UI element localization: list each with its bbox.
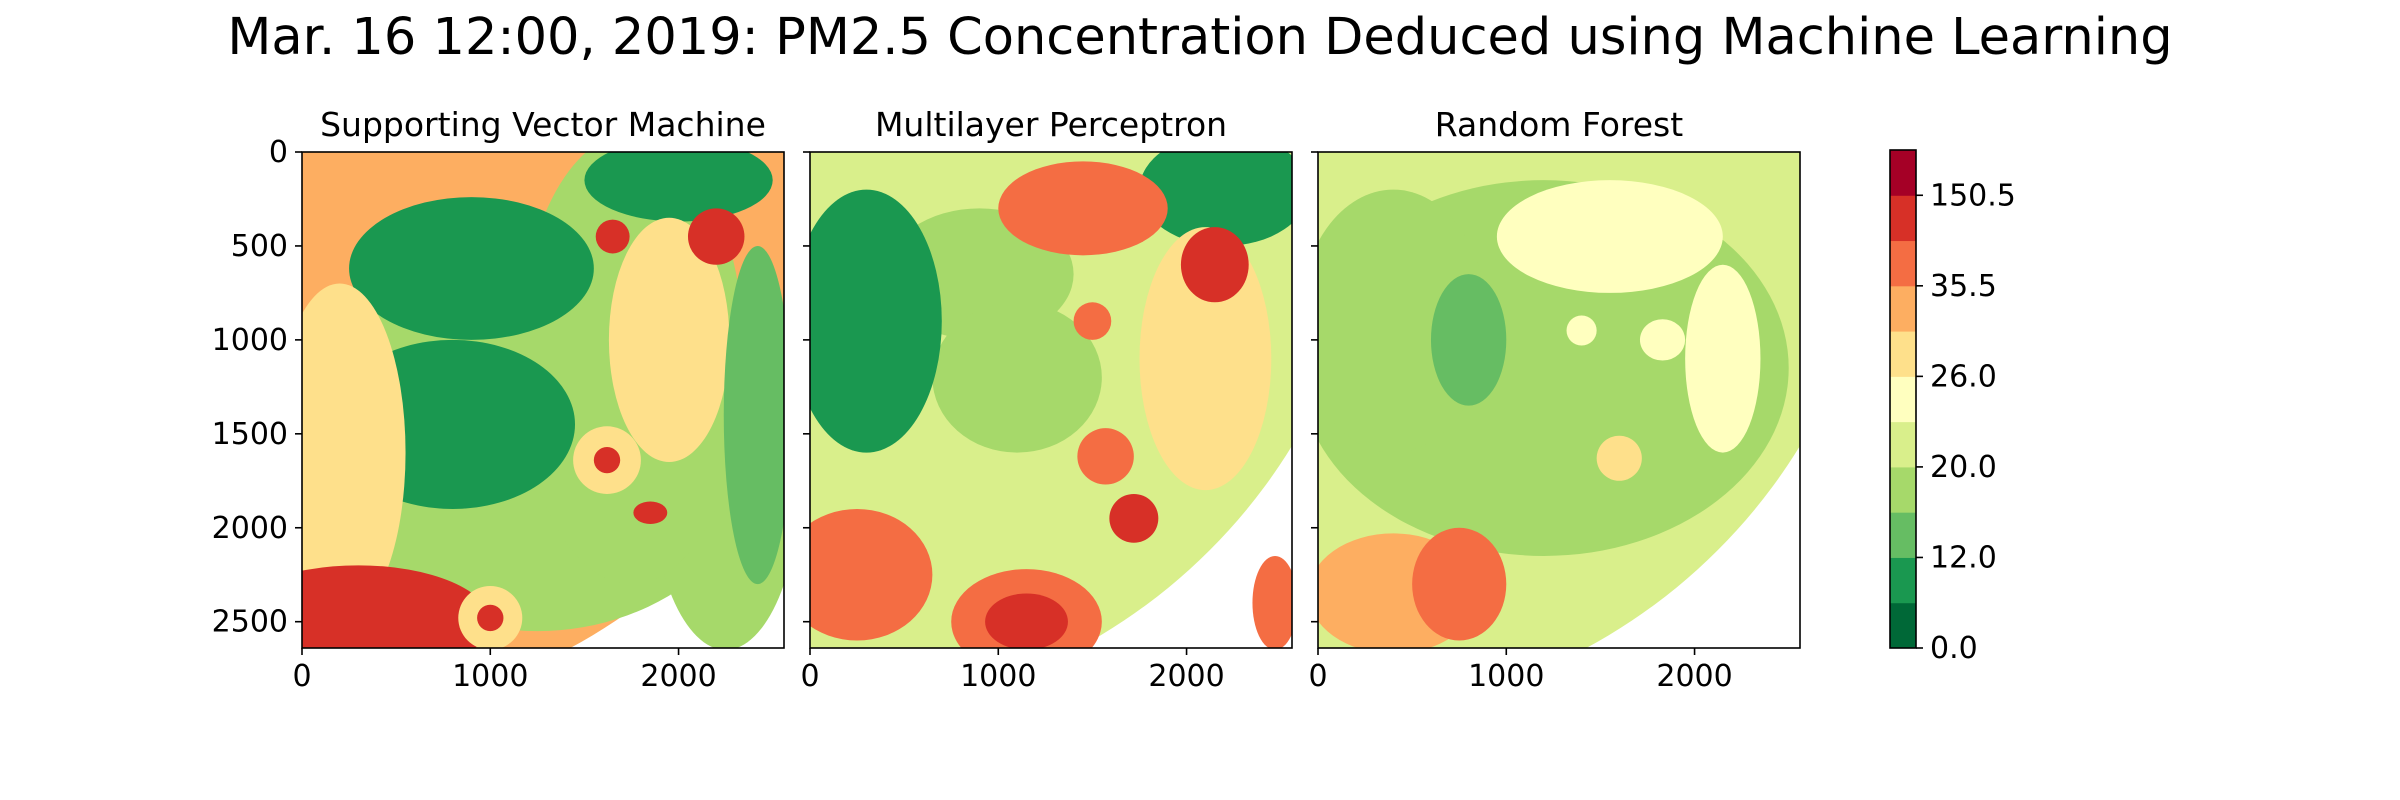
heatmap-region	[1139, 227, 1272, 491]
heatmap-region	[985, 593, 1068, 648]
colorbar-segment	[1890, 421, 1916, 468]
heatmap-region	[593, 446, 621, 474]
heatmap-region	[302, 565, 491, 648]
heatmap-region	[1412, 527, 1507, 641]
heatmap-region	[302, 283, 406, 622]
heatmap-region	[1073, 302, 1112, 340]
panel-title: Multilayer Perceptron	[875, 105, 1227, 144]
heatmap-region	[595, 219, 630, 254]
heatmap-region	[810, 189, 942, 453]
heatmap-region	[932, 302, 1102, 453]
heatmap-region	[1139, 152, 1292, 246]
heatmap-region	[1639, 319, 1686, 361]
x-tick-label: 1000	[960, 659, 1036, 694]
heatmap-field	[1318, 152, 1800, 648]
colorbar-segment	[1890, 376, 1916, 423]
axes-frame	[809, 151, 1293, 649]
x-tick-label: 0	[292, 659, 311, 694]
heatmap-region	[1252, 555, 1292, 648]
heatmap-region	[1685, 264, 1761, 453]
heatmap-region	[1496, 180, 1723, 293]
heatmap-region	[723, 245, 784, 585]
x-tick-label: 0	[1308, 659, 1327, 694]
x-tick-label: 2000	[1148, 659, 1224, 694]
heatmap-region	[1180, 227, 1249, 303]
heatmap-region	[1430, 274, 1507, 406]
heatmap-region	[998, 161, 1168, 256]
heatmap-region	[810, 508, 933, 641]
heatmap-field	[810, 152, 1292, 648]
colorbar-segment	[1890, 240, 1916, 287]
colorbar-tick-label: 26.0	[1930, 359, 1997, 394]
panel-2: Multilayer Perceptron 0 1000 2000	[800, 105, 1293, 694]
colorbar-segment	[1890, 195, 1916, 242]
colorbar-tick-label: 20.0	[1930, 450, 1997, 485]
colorbar-segment	[1890, 285, 1916, 332]
y-tick-label: 1000	[212, 323, 288, 358]
colorbar-segment	[1890, 512, 1916, 558]
heatmap-region	[1566, 315, 1597, 346]
heatmap-region	[1109, 493, 1159, 543]
heatmap-region	[349, 197, 594, 340]
colorbar: 0.0 12.0 20.0 26.0 35.5 150.5	[1889, 149, 2016, 666]
x-tick-label: 2000	[640, 659, 716, 694]
heatmap-region	[1596, 435, 1642, 481]
heatmap-region	[633, 501, 668, 524]
y-tick-label: 1500	[212, 417, 288, 452]
colorbar-tick-label: 150.5	[1930, 178, 2016, 213]
panel-title: Random Forest	[1435, 105, 1683, 144]
figure-title: Mar. 16 12:00, 2019: PM2.5 Concentration…	[227, 8, 2173, 67]
x-tick-label: 2000	[1656, 659, 1732, 694]
colorbar-segment	[1890, 466, 1916, 513]
axes-frame	[1317, 151, 1801, 649]
panel-3: Random Forest 0 1000 2000	[1308, 105, 1801, 694]
y-tick-label: 2500	[212, 605, 288, 640]
colorbar-segment	[1890, 150, 1916, 196]
heatmap-region	[608, 217, 730, 462]
axes-frame	[301, 151, 785, 649]
colorbar-frame	[1889, 149, 1917, 649]
x-tick-label: 1000	[452, 659, 528, 694]
panel-1: Supporting Vector Machine 0 1000 2000 0 500 10…	[212, 105, 785, 694]
colorbar-segment	[1890, 602, 1916, 649]
y-tick-label: 0	[269, 135, 288, 170]
panel-title: Supporting Vector Machine	[320, 105, 766, 144]
heatmap-region	[584, 152, 773, 222]
colorbar-tick-label: 12.0	[1930, 540, 1997, 575]
x-tick-label: 1000	[1468, 659, 1544, 694]
colorbar-tick-label: 0.0	[1930, 631, 1978, 666]
colorbar-tick-label: 35.5	[1930, 269, 1997, 304]
colorbar-segment	[1890, 331, 1916, 377]
heatmap-field	[302, 152, 784, 648]
heatmap-region	[687, 208, 745, 265]
heatmap-region	[477, 604, 504, 632]
y-tick-label: 2000	[212, 511, 288, 546]
y-tick-label: 500	[231, 229, 288, 264]
colorbar-segment	[1890, 557, 1916, 604]
x-tick-label: 0	[800, 659, 819, 694]
heatmap-region	[1077, 428, 1134, 485]
